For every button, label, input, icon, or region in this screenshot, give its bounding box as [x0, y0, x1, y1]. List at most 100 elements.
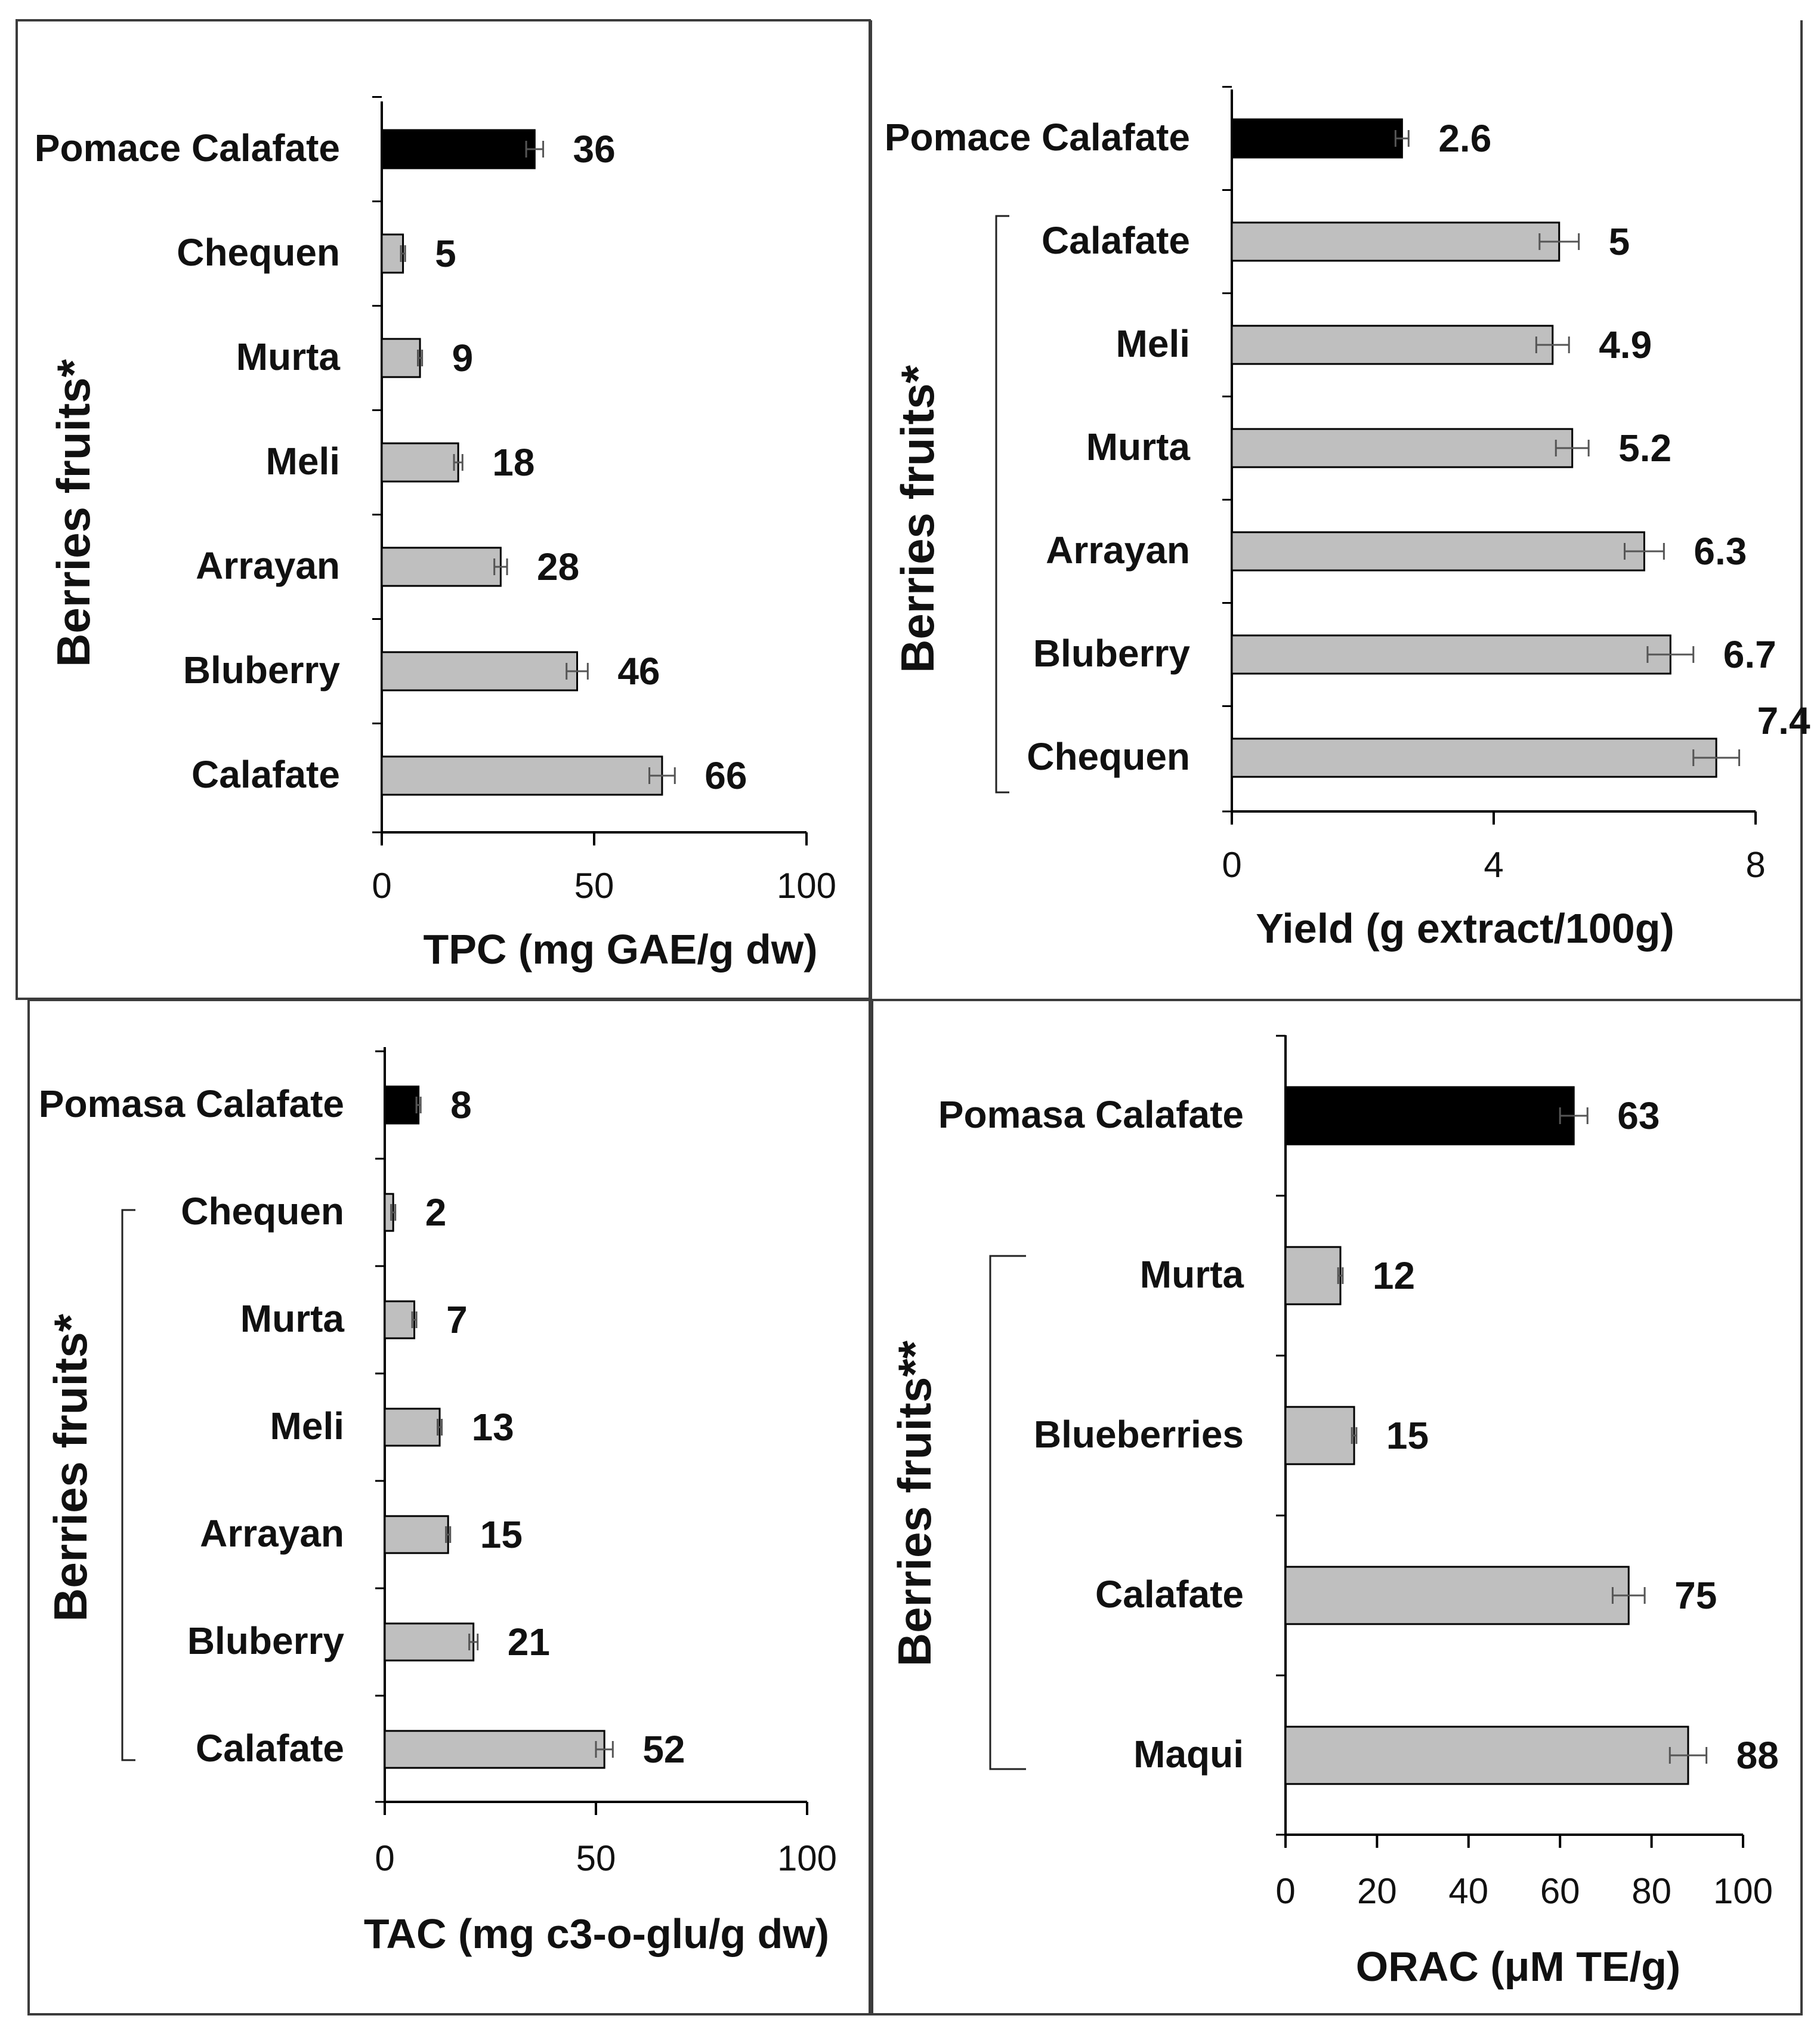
category-label: Meli: [1116, 322, 1190, 365]
data-label: 15: [1386, 1414, 1429, 1457]
category-label: Maqui: [1133, 1733, 1244, 1776]
data-label: 18: [492, 441, 534, 484]
frame-orac: [871, 999, 1803, 2015]
category-label: Bluberry: [183, 649, 341, 692]
category-label: Pomace Calafate: [35, 126, 340, 169]
data-label: 8: [450, 1084, 472, 1126]
category-label: Calafate: [1042, 219, 1190, 262]
category-label: Bluberry: [1033, 632, 1191, 675]
bar-meli: [384, 1407, 441, 1447]
x-tick-label: 100: [1713, 1871, 1773, 1911]
y-axis-title: Berries fruits**: [888, 1340, 941, 1666]
bar-pomasa-calafate: [1284, 1086, 1575, 1146]
data-label: 5: [1609, 220, 1630, 263]
bar-bluberry: [381, 651, 579, 692]
bar-maqui: [1284, 1726, 1689, 1785]
frame-tac: [27, 999, 871, 2015]
group-bracket: [121, 1209, 135, 1761]
data-label: 75: [1674, 1574, 1717, 1617]
x-tick-label: 100: [777, 866, 836, 906]
bar-bluberry: [384, 1622, 475, 1662]
category-label: Meli: [266, 440, 340, 483]
bar-meli: [381, 442, 459, 483]
data-label: 21: [508, 1621, 550, 1663]
bar-calafate: [381, 755, 663, 796]
data-label: 46: [617, 650, 660, 693]
category-label: Murta: [236, 335, 341, 378]
category-label: Murta: [1140, 1253, 1244, 1296]
data-label: 52: [642, 1728, 685, 1771]
data-label: 9: [452, 337, 474, 379]
x-tick-label: 0: [1222, 845, 1241, 885]
bar-arrayan: [381, 547, 502, 587]
category-label: Arrayan: [1046, 529, 1190, 572]
data-label: 63: [1617, 1094, 1660, 1137]
bar-calafate: [1284, 1566, 1630, 1625]
y-axis-title: Berries fruits*: [891, 365, 944, 673]
bar-calafate: [1231, 221, 1561, 262]
data-label: 15: [480, 1513, 523, 1556]
bar-pomace-calafate: [381, 129, 536, 169]
bar-murta: [1284, 1246, 1342, 1305]
category-label: Murta: [1086, 425, 1191, 468]
bar-pomace-calafate: [1231, 118, 1403, 159]
category-label: Chequen: [181, 1190, 344, 1233]
bar-pomasa-calafate: [384, 1085, 420, 1125]
x-tick-label: 0: [372, 866, 391, 906]
data-label: 5: [435, 232, 456, 275]
bar-murta: [1231, 428, 1574, 468]
category-label: Calafate: [191, 753, 340, 796]
x-tick-label: 4: [1484, 845, 1503, 885]
category-label: Chequen: [1027, 735, 1190, 778]
bar-bluberry: [1231, 634, 1671, 675]
panel-tpc: 0 50 100 Pomace Calafate 36 Chequen 5 Murta 9 Mel…: [35, 96, 836, 973]
bar-blueberries: [1284, 1406, 1355, 1465]
x-axis-title: TAC (mg c3-o-glu/g dw): [364, 1910, 829, 1957]
x-tick-label: 0: [375, 1838, 394, 1878]
bar-arrayan: [384, 1515, 449, 1554]
data-label: 2: [425, 1191, 447, 1234]
x-tick-label: 40: [1448, 1871, 1488, 1911]
data-label: 6.7: [1723, 633, 1776, 676]
data-label: 36: [573, 128, 616, 171]
bar-chequen: [381, 233, 404, 274]
category-label: Calafate: [196, 1727, 344, 1770]
category-label: Pomasa Calafate: [39, 1082, 344, 1125]
x-axis-title: Yield (g extract/100g): [1256, 905, 1674, 952]
category-label: Murta: [240, 1297, 345, 1340]
category-label: Bluberry: [187, 1619, 345, 1662]
panel-orac: 0 20 40 60 80 100 Pomasa Calafate 63 Murta 12 Blue…: [888, 1035, 1779, 1990]
panel-frames: [16, 19, 1803, 2015]
data-label: 88: [1736, 1734, 1779, 1777]
data-label: 5.2: [1618, 427, 1671, 470]
category-label: Pomace Calafate: [885, 116, 1190, 159]
panel-yield: 0 4 8 Pomace Calafate 2.6 Calafate 5 Meli 4.9 Mur…: [885, 86, 1810, 952]
x-tick-label: 0: [1275, 1871, 1295, 1911]
bar-meli: [1231, 325, 1554, 365]
category-label: Calafate: [1095, 1573, 1244, 1616]
x-tick-label: 80: [1631, 1871, 1671, 1911]
data-label: 7.4: [1757, 699, 1810, 742]
x-axis-title: TPC (mg GAE/g dw): [423, 926, 817, 973]
x-tick-label: 20: [1357, 1871, 1397, 1911]
bar-chequen: [1231, 737, 1717, 778]
x-tick-label: 100: [777, 1838, 837, 1878]
data-label: 4.9: [1599, 323, 1652, 366]
data-label: 6.3: [1694, 530, 1747, 573]
data-label: 28: [537, 545, 579, 588]
x-tick-label: 8: [1745, 845, 1765, 885]
bar-murta: [381, 338, 421, 378]
category-label: Chequen: [177, 231, 340, 274]
category-label: Meli: [270, 1405, 344, 1447]
y-axis-title: Berries fruits*: [44, 1313, 97, 1622]
x-tick-label: 60: [1540, 1871, 1580, 1911]
x-tick-label: 50: [576, 1838, 616, 1878]
data-label: 13: [472, 1406, 514, 1449]
bar-arrayan: [1231, 531, 1645, 572]
panel-tac: 0 50 100 Pomasa Calafate 8 Chequen 2 Murta 7 Meli…: [39, 1047, 837, 1957]
category-label: Blueberries: [1034, 1413, 1244, 1456]
data-label: 7: [446, 1298, 468, 1341]
data-label: 66: [704, 754, 747, 797]
y-axis-title: Berries fruits*: [47, 359, 100, 667]
data-label: 12: [1373, 1254, 1415, 1297]
